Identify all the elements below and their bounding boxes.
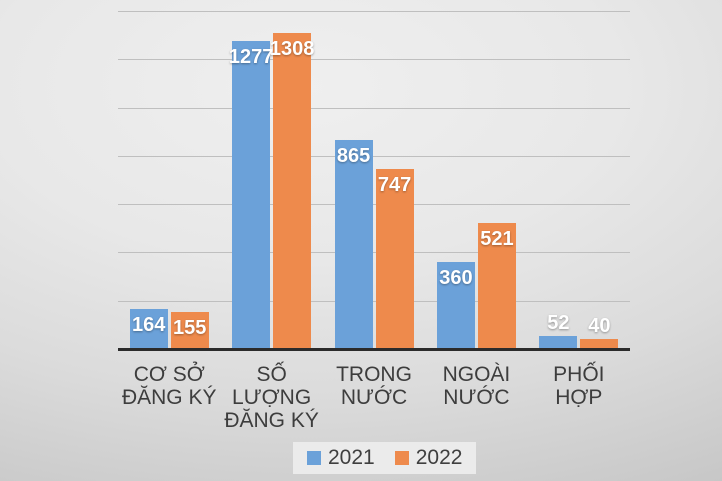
legend-item-2022: 2022: [394, 446, 463, 469]
bar-value-label: 1277: [228, 45, 274, 68]
x-axis-line: [118, 348, 630, 351]
gridline-1200: [118, 59, 630, 61]
x-axis-label-2: SỐ LƯỢNG ĐĂNG KÝ: [224, 363, 319, 432]
category-axis-labels: CƠ SỞ ĐĂNG KÝ SỐ LƯỢNG ĐĂNG KÝ TRONG NƯỚC N…: [118, 359, 630, 432]
plot-area: 164 155 1277 1308 865 747 360 521 52 40: [118, 11, 630, 351]
bar-2022-category-3: 747: [375, 168, 414, 349]
bar-value-label: 40: [588, 315, 611, 338]
x-axis-label-1: CƠ SỞ ĐĂNG KÝ: [121, 363, 217, 409]
bar-2021-category-5: 52: [539, 312, 578, 349]
gridline-1400: [118, 11, 630, 12]
legend-item-2021: 2021: [307, 447, 375, 468]
gridline-200: [118, 300, 630, 302]
x-axis-label-4: NGOÀI NƯỚC: [442, 363, 511, 409]
bar-2021-category-1: 164: [129, 309, 168, 349]
x-axis-label-5: PHỐI HỢP: [553, 363, 605, 409]
bar-group-1: 164 155: [118, 11, 220, 349]
legend-label-2021: 2021: [328, 446, 375, 469]
bar-2022-category-2: 1308: [270, 33, 314, 349]
bar-group-4: 360 521: [425, 11, 527, 349]
legend-swatch-2022: [394, 450, 409, 465]
bar-group-3: 865 747: [323, 11, 425, 349]
bar-2021-category-2: 1277: [229, 40, 273, 349]
chart-legend: 2021 2022: [293, 442, 477, 474]
gridline-600: [118, 204, 630, 206]
bar-2022-category-1: 155: [170, 311, 209, 349]
legend-swatch-2021: [307, 450, 321, 465]
bar-2022-category-5: 40: [580, 315, 619, 349]
gridline-1000: [118, 107, 630, 109]
bar-value-label: 164: [132, 314, 166, 337]
bar-2021-category-3: 865: [334, 140, 373, 349]
bar-2022-category-4: 521: [477, 223, 516, 349]
bar-value-label: 155: [173, 316, 207, 339]
bar-2021-category-4: 360: [436, 262, 475, 349]
bar-group-5: 52 40: [528, 11, 630, 349]
bar-value-label: 360: [439, 267, 473, 290]
bar-group-2: 1277 1308: [220, 11, 322, 349]
gridline-400: [118, 252, 630, 254]
bar-value-label: 1308: [269, 38, 315, 61]
legend-label-2022: 2022: [415, 446, 463, 469]
gridline-800: [118, 155, 630, 157]
bar-value-label: 521: [480, 228, 514, 251]
bars-layer: 164 155 1277 1308 865 747 360 521 52 40: [118, 11, 630, 349]
bar-value-label: 865: [336, 145, 371, 168]
bar-value-label: 747: [377, 173, 412, 196]
bar-value-label: 52: [547, 312, 570, 335]
x-axis-label-3: TRONG NƯỚC: [336, 363, 412, 409]
